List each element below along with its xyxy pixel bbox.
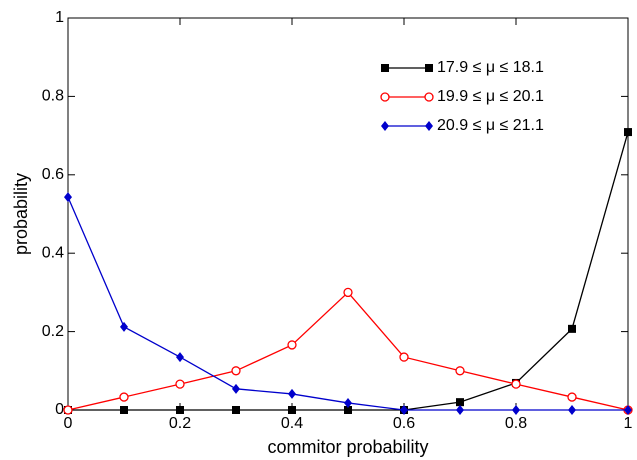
marker	[288, 406, 296, 414]
marker	[512, 405, 520, 415]
marker	[343, 287, 353, 298]
marker	[344, 397, 352, 408]
series-line	[67, 291, 629, 411]
y-tick-label: 0.6	[42, 166, 64, 183]
y-tick-label: 1	[55, 9, 64, 26]
x-axis-label: commitor probability	[267, 437, 428, 457]
x-tick-label: 1	[624, 415, 633, 432]
marker	[568, 405, 576, 415]
marker	[455, 366, 465, 376]
marker	[400, 405, 408, 415]
marker	[567, 392, 577, 402]
marker	[232, 406, 240, 414]
marker	[120, 321, 128, 332]
marker	[624, 128, 632, 137]
marker	[175, 379, 185, 389]
y-axis-label: probability	[11, 173, 31, 255]
x-tick-label: 0.6	[393, 415, 415, 432]
y-tick-label: 0.2	[42, 323, 64, 340]
y-tick-label: 0.4	[42, 244, 64, 261]
marker	[287, 340, 297, 350]
marker	[176, 406, 184, 414]
marker	[344, 406, 352, 414]
series-line	[67, 196, 628, 411]
x-tick-label: 0.2	[169, 415, 191, 432]
y-tick-label: 0.8	[42, 88, 64, 105]
marker	[568, 324, 576, 333]
x-tick-label: 0.4	[281, 415, 303, 432]
marker	[456, 398, 464, 407]
legend-label: 19.9 ≤ μ ≤ 20.1	[437, 88, 544, 105]
x-tick-label: 0	[64, 415, 73, 432]
marker	[64, 192, 72, 203]
marker	[232, 383, 240, 394]
marker	[176, 352, 184, 363]
y-tick-label: 0	[55, 401, 64, 418]
marker	[288, 388, 296, 399]
x-tick-label: 0.8	[505, 415, 527, 432]
marker	[119, 392, 129, 402]
marker	[399, 352, 409, 362]
marker	[624, 405, 632, 415]
legend-marker	[424, 92, 434, 102]
legend-marker	[425, 121, 433, 131]
marker	[120, 406, 128, 414]
legend-marker	[425, 64, 433, 72]
legend-label: 17.9 ≤ μ ≤ 18.1	[437, 59, 544, 76]
legend-label: 20.9 ≤ μ ≤ 21.1	[437, 117, 544, 134]
legend-marker	[380, 92, 390, 102]
marker	[456, 405, 464, 415]
plot-frame	[67, 17, 629, 411]
series-line	[68, 131, 629, 411]
marker	[511, 379, 521, 389]
marker	[63, 405, 73, 415]
legend-marker	[381, 121, 389, 131]
legend-marker	[381, 64, 389, 72]
marker	[231, 366, 241, 376]
